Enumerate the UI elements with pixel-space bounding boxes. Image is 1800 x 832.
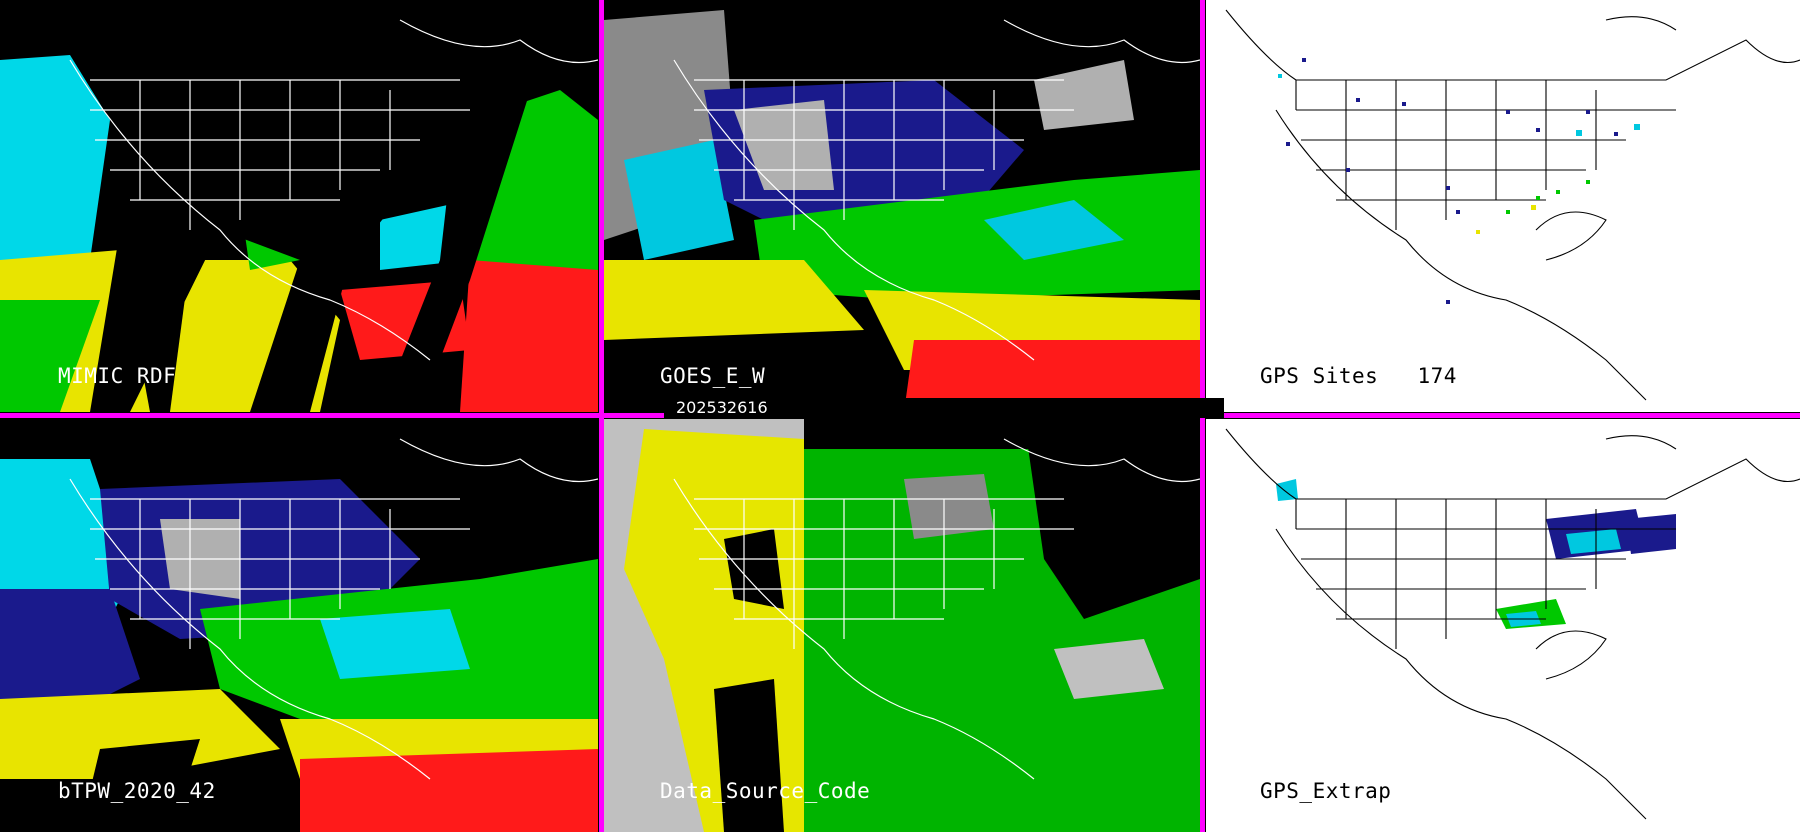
map-panel-data-source-code: Data_Source_Code bbox=[604, 419, 1200, 832]
panel-label: GOES_E_W bbox=[660, 364, 766, 388]
gps-sites-count: 174 bbox=[1417, 364, 1457, 388]
map-panel-goes-e-w: GOES_E_W bbox=[604, 0, 1200, 412]
mimic-rdf-map bbox=[0, 0, 598, 412]
gps-sites-label: GPS Sites bbox=[1260, 364, 1379, 388]
map-panel-btpw: bTPW_2020_42 bbox=[0, 419, 598, 832]
btpw-map bbox=[0, 419, 598, 832]
map-panel-mimic-rdf: MIMIC RDF bbox=[0, 0, 598, 412]
panel-label: bTPW_2020_42 bbox=[58, 779, 216, 803]
gps-site-markers bbox=[1286, 58, 1618, 304]
panel-label: GPS_Extrap bbox=[1260, 779, 1392, 803]
data-source-code-map bbox=[604, 419, 1200, 832]
goes-e-w-map bbox=[604, 0, 1200, 412]
timestamp-bar: 202532616 bbox=[664, 398, 1224, 418]
gps-extrap-map bbox=[1206, 419, 1800, 832]
panel-label: Data_Source_Code bbox=[660, 779, 871, 803]
timestamp: 202532616 bbox=[676, 398, 768, 417]
map-panel-gps-extrap: GPS_Extrap bbox=[1206, 419, 1800, 832]
gps-sites-map bbox=[1206, 0, 1800, 412]
panel-label: MIMIC RDF bbox=[58, 364, 177, 388]
panel-label: GPS Sites 174 bbox=[1260, 364, 1457, 388]
map-panel-gps-sites: GPS Sites 174 bbox=[1206, 0, 1800, 412]
